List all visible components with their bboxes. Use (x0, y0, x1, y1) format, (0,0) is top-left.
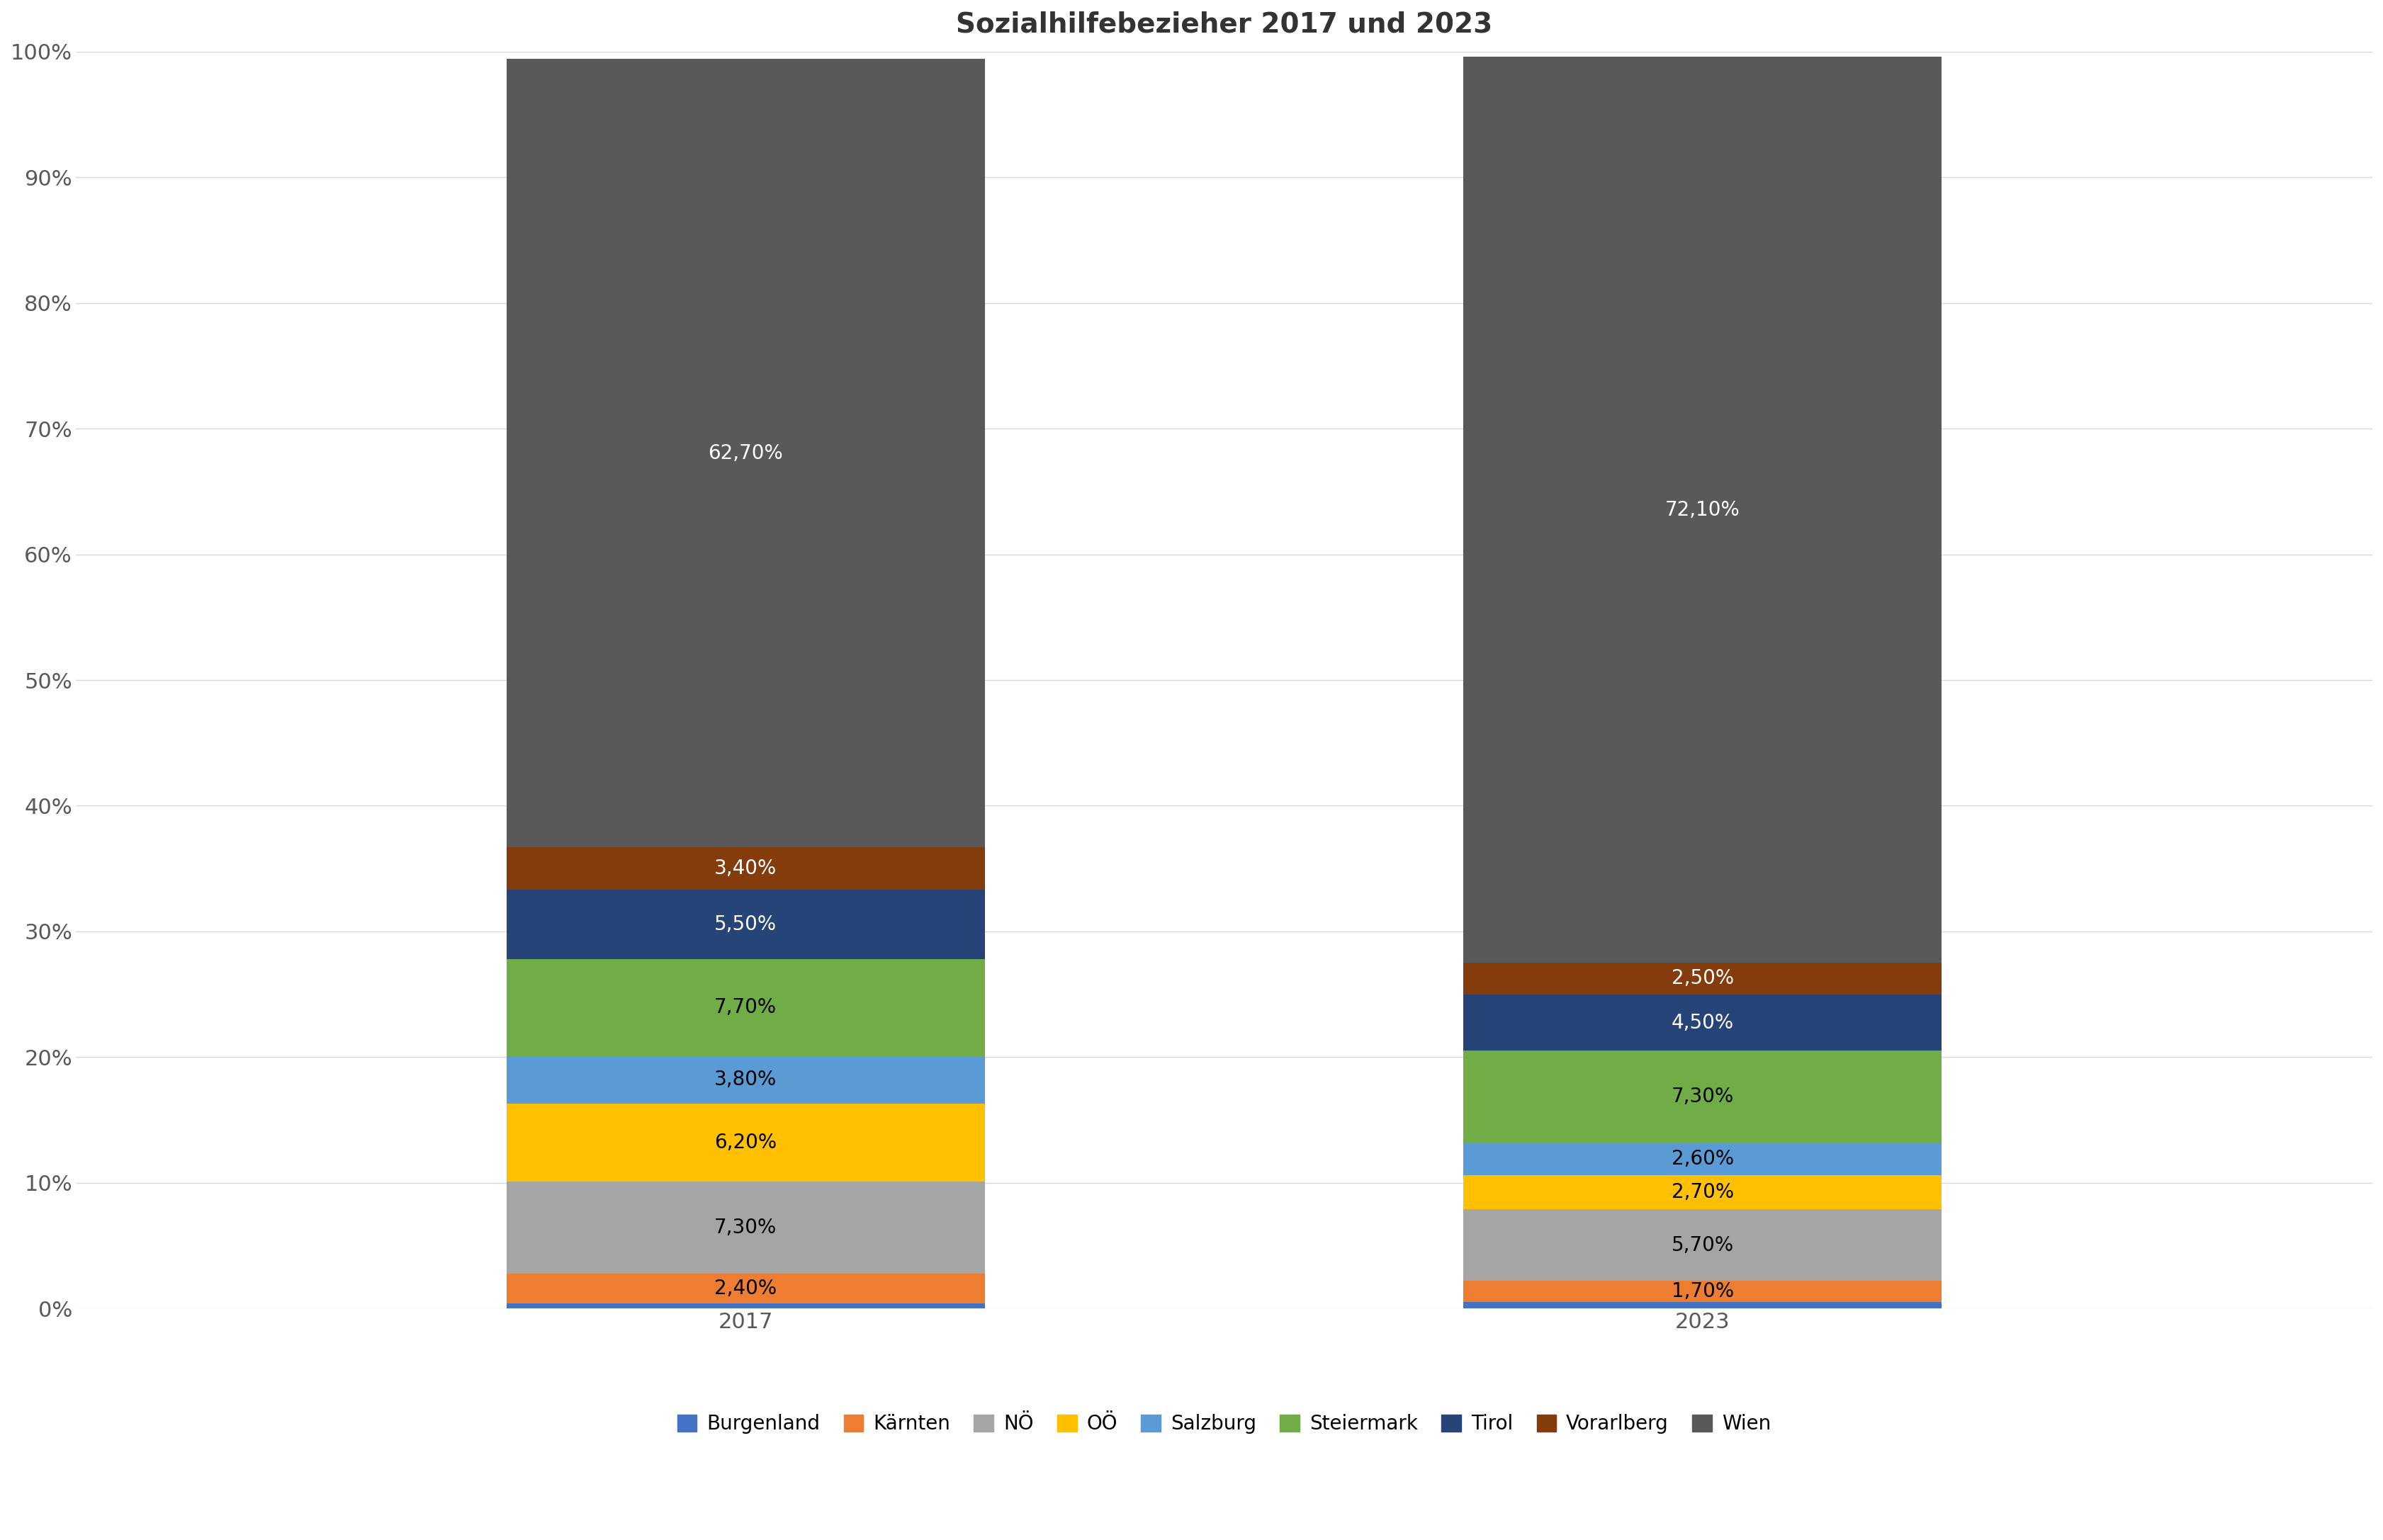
Bar (505, 1104, 984, 1181)
Bar (1463, 1143, 1942, 1175)
Bar (1463, 1050, 1942, 1143)
Bar (1463, 1209, 1942, 1281)
Text: 7,70%: 7,70% (715, 998, 777, 1018)
Bar (1463, 962, 1942, 995)
Bar (1463, 995, 1942, 1050)
Text: 2,60%: 2,60% (1670, 1149, 1735, 1169)
Bar (505, 847, 984, 890)
Text: 5,50%: 5,50% (715, 915, 777, 935)
Bar (505, 890, 984, 959)
Text: 2,40%: 2,40% (715, 1278, 777, 1298)
Text: 7,30%: 7,30% (715, 1218, 777, 1238)
Bar (1463, 57, 1942, 962)
Bar (505, 1274, 984, 1303)
Text: 72,10%: 72,10% (1666, 501, 1740, 519)
Text: 3,40%: 3,40% (715, 859, 777, 878)
Text: 2,70%: 2,70% (1670, 1183, 1735, 1203)
Text: 6,20%: 6,20% (715, 1133, 777, 1152)
Text: 1,70%: 1,70% (1670, 1281, 1735, 1301)
Text: 5,70%: 5,70% (1670, 1235, 1735, 1255)
Text: 7,30%: 7,30% (1670, 1087, 1735, 1107)
Bar (505, 959, 984, 1056)
Text: 3,80%: 3,80% (715, 1070, 777, 1090)
Bar (1463, 1303, 1942, 1309)
Bar (505, 1303, 984, 1309)
Text: 4,50%: 4,50% (1670, 1013, 1735, 1032)
Bar (1463, 1281, 1942, 1303)
Text: 2,50%: 2,50% (1670, 969, 1735, 989)
Title: Sozialhilfebezieher 2017 und 2023: Sozialhilfebezieher 2017 und 2023 (956, 11, 1492, 37)
Legend: Burgenland, Kärnten, NÖ, OÖ, Salzburg, Steiermark, Tirol, Vorarlberg, Wien: Burgenland, Kärnten, NÖ, OÖ, Salzburg, S… (670, 1406, 1778, 1441)
Bar (505, 1181, 984, 1274)
Text: 62,70%: 62,70% (708, 444, 784, 464)
Bar (505, 1056, 984, 1104)
Bar (1463, 1175, 1942, 1209)
Bar (505, 59, 984, 847)
